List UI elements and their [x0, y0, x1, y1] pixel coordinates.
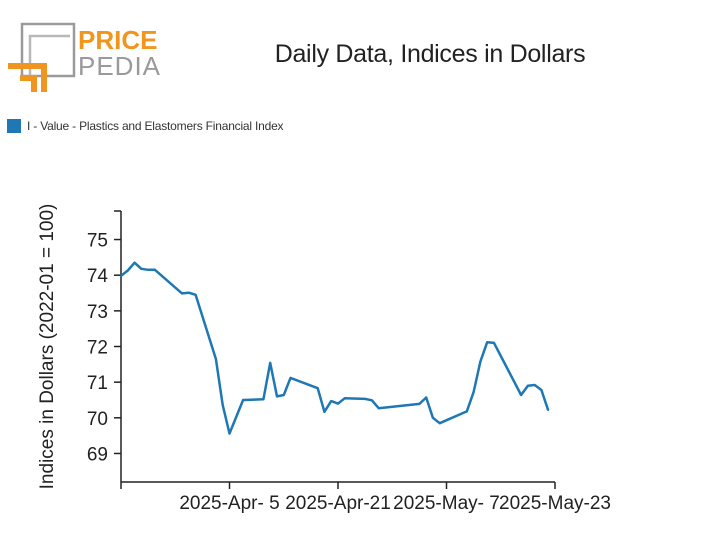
- y-tick-label: 69: [87, 444, 108, 465]
- data-point: [344, 397, 346, 400]
- logo-word-price: PRICE: [78, 25, 157, 55]
- y-tick-label: 74: [87, 266, 109, 287]
- data-point: [147, 269, 149, 271]
- data-point: [377, 407, 380, 410]
- data-point: [133, 261, 136, 264]
- y-tick-label: 72: [87, 338, 108, 359]
- y-axis-label: Indices in Dollars (2022-01 = 100): [37, 204, 58, 490]
- data-point: [283, 394, 285, 396]
- data-point: [228, 432, 231, 435]
- data-point: [418, 403, 421, 405]
- data-point: [181, 292, 183, 295]
- data-point: [472, 391, 475, 393]
- series-layer: [120, 261, 550, 435]
- data-point: [547, 409, 549, 412]
- data-point: [289, 377, 292, 379]
- data-point: [276, 395, 278, 398]
- x-tick-label: 2025-Apr- 5: [179, 493, 279, 514]
- logo-word-pedia: PEDIA: [78, 51, 161, 81]
- data-point: [520, 394, 522, 396]
- y-tick-label: 70: [87, 409, 108, 430]
- data-point: [127, 269, 129, 272]
- data-point: [479, 360, 482, 363]
- y-tick-label: 71: [87, 373, 108, 394]
- data-point: [337, 402, 339, 405]
- data-point: [432, 417, 434, 419]
- data-point: [154, 269, 156, 271]
- data-point: [140, 268, 143, 270]
- data-point: [188, 291, 190, 294]
- data-point: [330, 400, 333, 402]
- data-point: [262, 398, 265, 401]
- legend-label: I - Value - Plastics and Elastomers Fina…: [27, 119, 284, 133]
- data-point: [486, 341, 489, 344]
- y-tick-label: 73: [87, 302, 108, 323]
- data-point: [493, 342, 495, 344]
- legend-swatch: [7, 119, 21, 133]
- x-tick-label: 2025-May- 7: [393, 493, 500, 514]
- data-point: [269, 362, 272, 364]
- x-tick-label: 2025-May-23: [499, 493, 611, 514]
- legend[interactable]: I - Value - Plastics and Elastomers Fina…: [7, 119, 284, 133]
- x-tick-label: 2025-Apr-21: [285, 493, 391, 514]
- x-axis: 2025-Apr- 5 2025-Apr-21 2025-May- 7 2025-Ma…: [120, 481, 611, 514]
- logo-bracket-outer: [8, 63, 47, 92]
- data-point: [215, 358, 217, 360]
- data-point: [425, 396, 428, 399]
- series-line: [120, 261, 550, 435]
- logo-frame: [20, 22, 76, 78]
- y-tick-label: 75: [87, 231, 108, 252]
- data-point: [364, 398, 366, 400]
- logo-bracket-inner: [20, 75, 37, 92]
- data-point: [540, 389, 543, 391]
- data-point: [221, 404, 224, 406]
- data-point: [371, 399, 373, 402]
- data-point: [533, 384, 536, 386]
- data-point: [323, 411, 326, 413]
- data-point: [194, 294, 197, 296]
- data-point: [466, 410, 468, 413]
- pricepedia-logo: PRICE PEDIA: [8, 22, 168, 94]
- chart-title: Daily Data, Indices in Dollars: [274, 40, 586, 68]
- data-point: [242, 399, 244, 401]
- data-point: [438, 422, 441, 425]
- data-point: [120, 275, 122, 277]
- data-point: [527, 384, 529, 387]
- data-point: [316, 387, 319, 390]
- y-axis: 69 70 71 72 73 74 75: [87, 210, 122, 482]
